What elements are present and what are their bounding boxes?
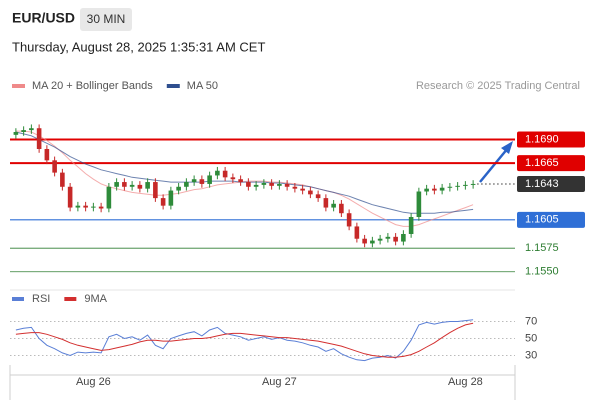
symbol: EUR/USD: [12, 10, 75, 26]
level-label-box: [517, 211, 585, 228]
candle-body: [315, 194, 321, 199]
level-label: 1.1605: [525, 214, 559, 226]
level-label: 1.1690: [525, 133, 559, 145]
y-tick-label: 30: [525, 349, 537, 361]
ma-line: [15, 131, 474, 214]
candle-body: [106, 186, 112, 209]
candle-body: [122, 182, 127, 187]
forecast-arrow-head: [501, 141, 513, 154]
candle-body: [246, 182, 251, 187]
candle-body: [230, 177, 236, 180]
candle-body: [60, 172, 65, 187]
candle-body: [323, 198, 329, 208]
candle-body: [277, 183, 282, 186]
candle-body: [432, 188, 437, 191]
candle-body: [52, 160, 57, 173]
candle-body: [424, 188, 429, 192]
interval: 30 MIN: [87, 12, 126, 26]
level-label-box: [517, 175, 585, 192]
candle-body: [129, 184, 135, 187]
legend-label: MA 50: [187, 80, 218, 92]
x-tick-label: Aug 28: [448, 376, 483, 388]
candle-body: [168, 190, 174, 206]
candle-body: [300, 188, 305, 191]
candle-body: [191, 179, 197, 183]
credit: Research © 2025 Trading Central: [416, 80, 580, 92]
legend-label: MA 20 + Bollinger Bands: [32, 80, 153, 92]
candle-body: [377, 238, 383, 241]
candle-body: [222, 170, 228, 178]
candle-body: [137, 184, 143, 189]
candle-body: [292, 186, 298, 189]
candle-body: [346, 213, 352, 227]
candle-body: [91, 206, 96, 208]
candle-body: [29, 128, 34, 131]
candle-body: [13, 132, 19, 135]
candle-body: [261, 183, 267, 185]
level-label: 1.1575: [525, 242, 559, 254]
forecast-arrow: [479, 147, 509, 183]
candle-body: [408, 217, 414, 234]
candle-body: [393, 236, 398, 242]
candle-body: [401, 234, 406, 242]
candle-body: [362, 238, 367, 244]
candle-body: [339, 203, 344, 214]
candle-body: [354, 226, 360, 239]
candle-body: [455, 185, 460, 187]
timestamp: Thursday, August 28, 2025 1:35:31 AM CET: [12, 39, 265, 54]
candle-body: [215, 170, 220, 176]
legend-label: RSI: [32, 293, 50, 305]
legend-label: 9MA: [84, 293, 107, 305]
candle-body: [253, 184, 259, 187]
candle-body: [416, 191, 422, 217]
candle-body: [36, 128, 42, 149]
candle-body: [370, 240, 375, 244]
candle-body: [385, 236, 391, 239]
candle-body: [114, 182, 119, 187]
candle-body: [284, 183, 290, 187]
candle-body: [238, 179, 243, 183]
candle-body: [463, 184, 468, 186]
y-tick-label: 50: [525, 332, 537, 344]
candle-body: [83, 205, 88, 208]
candle-body: [470, 183, 476, 185]
level-label: 1.1665: [525, 157, 559, 169]
candle-body: [75, 205, 81, 208]
y-tick-label: 70: [525, 315, 537, 327]
x-tick-label: Aug 27: [262, 376, 297, 388]
x-tick-label: Aug 26: [76, 376, 111, 388]
candle-body: [331, 203, 336, 208]
candle-body: [153, 182, 158, 199]
candle-body: [447, 186, 453, 188]
candle-body: [44, 149, 50, 161]
candle-body: [184, 182, 189, 187]
candle-body: [308, 190, 313, 195]
level-label-box: [517, 155, 585, 172]
candle-body: [145, 182, 150, 189]
level-label: 1.1643: [525, 178, 559, 190]
candle-body: [67, 186, 73, 208]
level-label-box: [517, 131, 585, 148]
candle-body: [439, 187, 445, 191]
candle-body: [207, 175, 212, 184]
candle-body: [21, 130, 26, 132]
interval-box: [80, 8, 132, 31]
indicator-line: [15, 322, 474, 358]
candle-body: [199, 179, 205, 184]
candle-body: [176, 186, 181, 191]
level-label: 1.1550: [525, 266, 559, 278]
candle-body: [160, 198, 166, 206]
candle-body: [98, 206, 104, 209]
candle-body: [269, 183, 274, 186]
